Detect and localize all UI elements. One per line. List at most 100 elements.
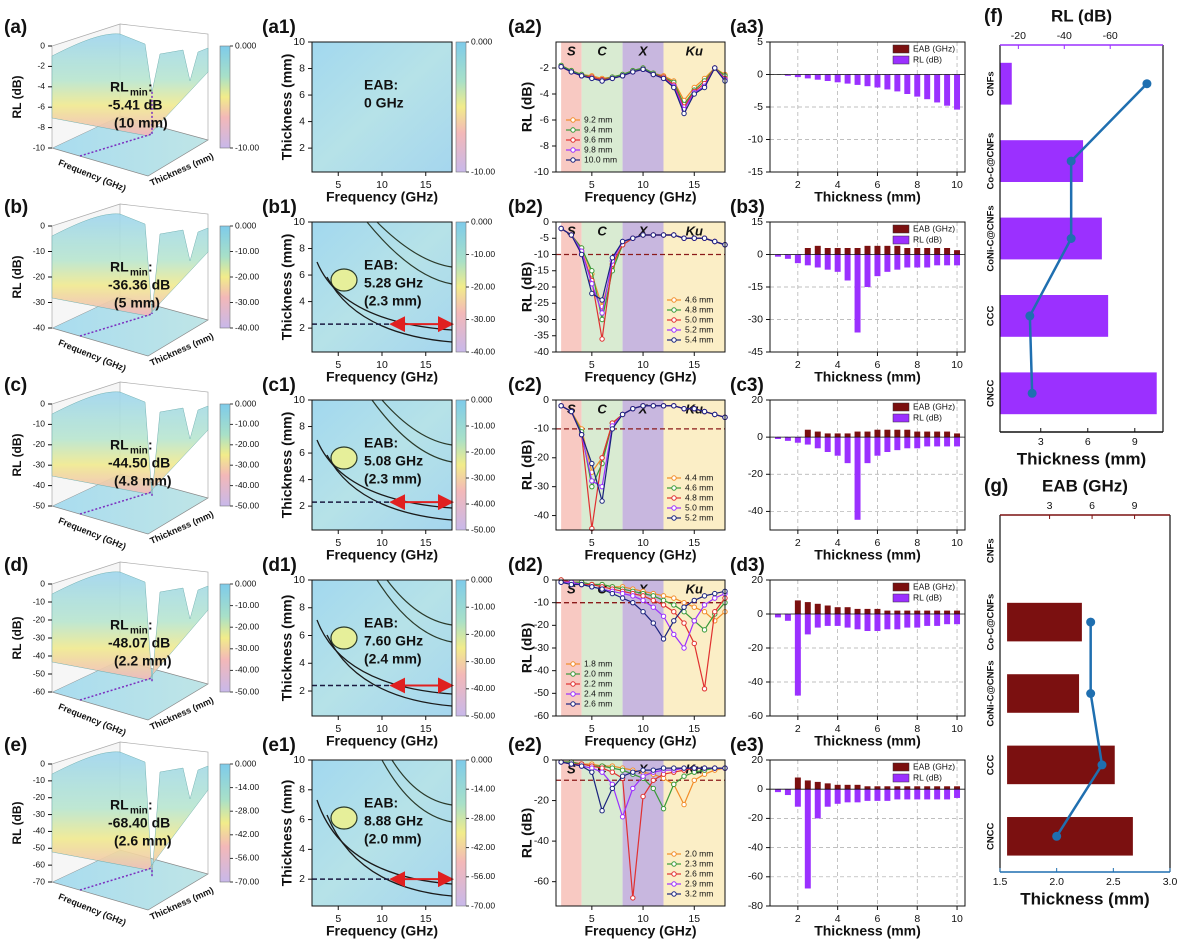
contour bbox=[330, 446, 358, 470]
bar bbox=[854, 248, 861, 255]
colorbar-tick-label: -10.00 bbox=[471, 420, 495, 430]
bar bbox=[774, 254, 781, 257]
y-tick-label: -10 bbox=[33, 419, 46, 429]
bar bbox=[804, 429, 811, 438]
point bbox=[681, 645, 687, 651]
band-label: S bbox=[567, 581, 576, 596]
point bbox=[671, 609, 677, 615]
contour bbox=[371, 399, 453, 463]
bar bbox=[844, 784, 851, 790]
y-axis-label: RL (dB) bbox=[519, 623, 535, 673]
annotation: min bbox=[130, 268, 148, 279]
point bbox=[660, 602, 667, 608]
bar bbox=[924, 437, 931, 447]
bar bbox=[934, 437, 941, 447]
point bbox=[640, 66, 646, 73]
bar bbox=[874, 245, 881, 255]
x-tick-label: 4 bbox=[835, 179, 841, 191]
annotation: (2.4 mm) bbox=[364, 651, 422, 667]
y-tick-label: -10 bbox=[534, 166, 549, 178]
point bbox=[568, 232, 575, 238]
legend-swatch bbox=[892, 44, 910, 54]
y-tick-label: 4 bbox=[299, 657, 305, 669]
x-tick-label: 6 bbox=[875, 913, 881, 925]
annotation: 0 GHz bbox=[364, 95, 404, 111]
annotation: -36.36 dB bbox=[108, 277, 170, 293]
point bbox=[589, 290, 595, 297]
legend-label: 9.2 mm bbox=[584, 114, 612, 124]
colorbar bbox=[455, 41, 467, 173]
x-tick-label: 15 bbox=[688, 913, 700, 925]
y-tick-label: 0 bbox=[543, 216, 549, 228]
x-tick-label: 8 bbox=[914, 537, 920, 549]
legend-marker bbox=[570, 147, 576, 153]
point bbox=[691, 405, 697, 412]
point bbox=[671, 595, 677, 601]
bar bbox=[884, 786, 891, 790]
point bbox=[578, 581, 585, 588]
y-tick-label: -15 bbox=[748, 166, 763, 178]
point bbox=[640, 609, 646, 615]
legend-label: 9.8 mm bbox=[584, 144, 612, 154]
colorbar-tick-label: -56.00 bbox=[235, 853, 259, 863]
bar bbox=[884, 789, 891, 801]
category-label: CNFs bbox=[986, 538, 997, 563]
y-axis-label: Thickness (mm) bbox=[279, 54, 295, 161]
bar bbox=[904, 74, 911, 94]
x-axis-label: Thickness (mm) bbox=[814, 369, 921, 385]
bar bbox=[824, 254, 831, 270]
legend-swatch bbox=[892, 413, 910, 423]
x2-tick-label: 6 bbox=[1089, 500, 1095, 512]
point bbox=[640, 597, 646, 604]
bar bbox=[864, 614, 871, 631]
point bbox=[558, 579, 564, 585]
annotation: RL bbox=[110, 617, 129, 633]
bar bbox=[834, 433, 841, 438]
x-tick-label: 5 bbox=[589, 179, 595, 191]
bar bbox=[824, 74, 831, 81]
annotation: RL bbox=[110, 259, 129, 275]
point bbox=[681, 801, 687, 808]
y-tick-label: 0 bbox=[757, 608, 763, 620]
point bbox=[640, 232, 646, 238]
annotation: (5 mm) bbox=[114, 295, 160, 311]
band bbox=[581, 222, 623, 352]
bar bbox=[1000, 372, 1157, 415]
y-tick-label: -10 bbox=[534, 423, 549, 435]
y-axis-label: RL (dB) bbox=[519, 82, 535, 132]
legend-label: 2.0 mm bbox=[685, 848, 713, 858]
contour bbox=[386, 579, 453, 626]
point bbox=[691, 640, 697, 647]
bar bbox=[944, 431, 951, 438]
legend-label: EAB (GHz) bbox=[913, 223, 955, 233]
annotation: (2.6 mm) bbox=[114, 833, 172, 849]
y-tick-label: 0 bbox=[757, 68, 763, 80]
point bbox=[609, 769, 616, 775]
x-tick-label: 6 bbox=[875, 723, 881, 735]
bar bbox=[874, 254, 881, 277]
legend-label: 9.6 mm bbox=[584, 134, 612, 144]
y-tick-label: -4 bbox=[37, 81, 45, 91]
annotation: : bbox=[148, 437, 153, 453]
x-tick-label: 5 bbox=[589, 537, 595, 549]
legend-label: 2.4 mm bbox=[584, 688, 612, 698]
point bbox=[1086, 689, 1096, 698]
bar bbox=[834, 784, 841, 790]
point bbox=[640, 767, 646, 773]
point bbox=[671, 618, 677, 624]
colorbar-tick-label: -10.00 bbox=[235, 419, 259, 429]
band-label: C bbox=[597, 43, 607, 58]
band bbox=[622, 42, 664, 172]
point bbox=[1027, 388, 1037, 398]
legend-label: 10.0 mm bbox=[584, 154, 617, 164]
legend-swatch bbox=[892, 773, 910, 783]
x-tick-label: 10 bbox=[951, 359, 963, 371]
series-line bbox=[1055, 622, 1104, 837]
x-tick-label: 4 bbox=[835, 723, 841, 735]
y-tick-label: 8 bbox=[299, 420, 305, 432]
y-tick-label: 0 bbox=[543, 394, 549, 406]
legend-label: 2.9 mm bbox=[685, 878, 713, 888]
y-tick-label: 6 bbox=[299, 629, 305, 641]
colorbar-tick-label: 0.000 bbox=[471, 394, 493, 404]
colorbar-tick-label: -42.00 bbox=[235, 829, 259, 839]
